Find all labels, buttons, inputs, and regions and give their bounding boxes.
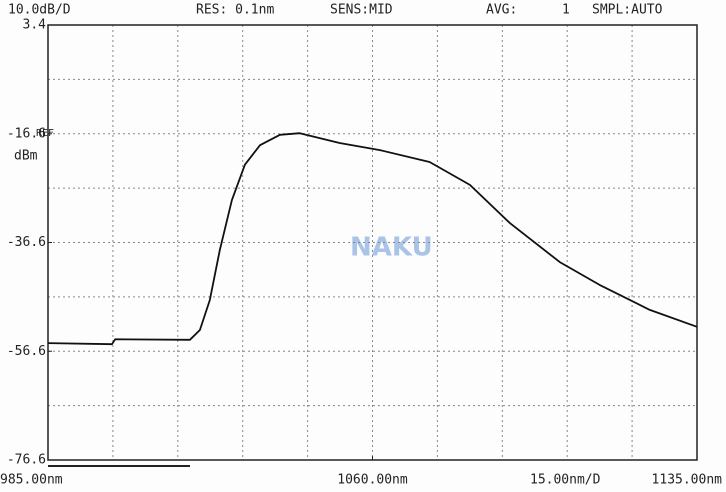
watermark: NAKU — [350, 233, 433, 263]
sensitivity: SENS:MID — [330, 3, 393, 18]
x-tick-label: 985.00nm — [0, 473, 63, 488]
x-span-label: 15.00nm/D — [530, 473, 601, 488]
y-unit: dBm — [14, 149, 38, 164]
x-tick-label: 1135.00nm — [652, 473, 723, 488]
spectrum-trace — [47, 132, 698, 346]
ref-label: REF — [36, 128, 54, 139]
resolution: RES: 0.1nm — [196, 3, 274, 18]
y-tick-label: -76.6 — [7, 453, 46, 468]
average-label: AVG: — [486, 3, 517, 18]
scale-label: 10.0dB/D — [8, 3, 71, 18]
y-tick-label: -16.6 — [7, 126, 46, 141]
y-tick-label: 3.4 — [23, 18, 47, 33]
sampling: SMPL:AUTO — [592, 3, 663, 18]
x-tick-label: 1060.00nm — [337, 473, 408, 488]
y-tick-label: -36.6 — [7, 235, 46, 250]
average: 1 — [562, 3, 570, 18]
y-tick-label: -56.6 — [7, 344, 46, 359]
